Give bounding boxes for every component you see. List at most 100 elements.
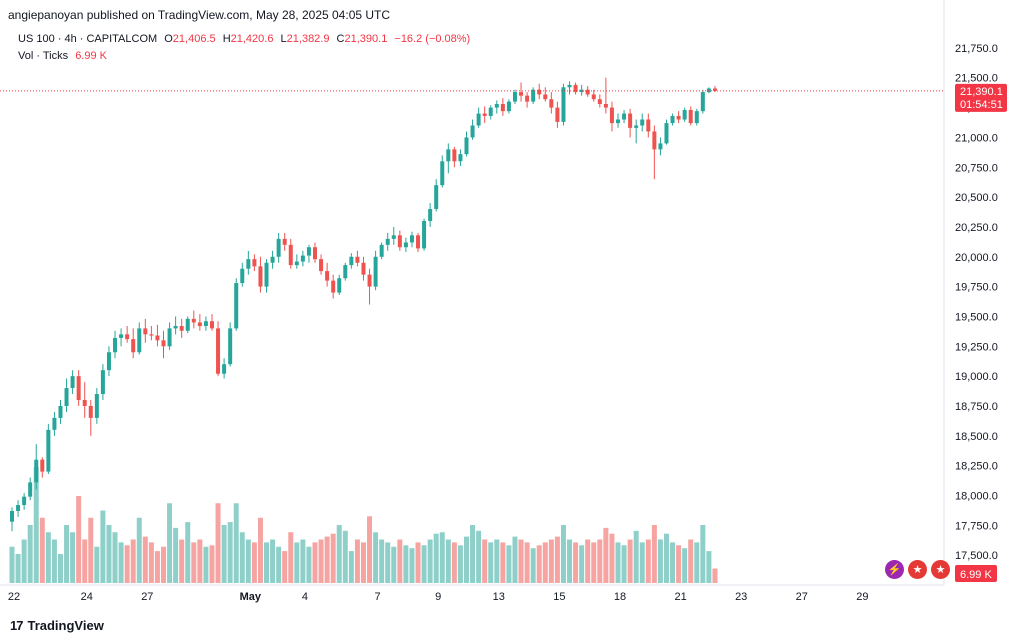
volume-bar [506,545,512,583]
volume-bar [464,536,469,583]
flash-icon[interactable]: ⚡ [885,560,904,579]
volume-bar [706,551,712,583]
candle-body [628,113,633,128]
y-tick-label: 19,750.0 [955,282,998,294]
x-tick-label: 21 [674,591,686,603]
volume-bar [645,539,651,583]
volume-bar [330,533,336,583]
volume-bar [385,542,391,583]
volume-bar [409,548,415,583]
tradingview-brand[interactable]: 17 TradingView [10,618,104,633]
volume-bar [227,522,233,583]
candle-body [500,104,505,112]
volume-bar [603,527,609,583]
volume-bar [530,548,536,583]
y-tick-label: 21,500.0 [955,73,998,85]
candle-body [331,280,336,293]
volume-bar [57,554,63,583]
candle-body [446,149,451,162]
volume-bar [124,545,130,583]
volume-bar [276,546,282,583]
y-tick-label: 21,750.0 [955,43,998,55]
volume-bar [118,542,124,583]
candle-body [585,89,590,95]
volume-bar [379,539,385,583]
volume-bar [342,530,348,583]
open-value: 21,406.5 [172,33,216,45]
candle-body [409,235,414,243]
volume-bar [518,539,524,583]
y-tick-label: 17,500.0 [955,550,998,562]
volume-bar [585,539,591,583]
price-badge: 21,390.1 01:54:51 [955,83,1007,112]
candle-body [149,334,154,336]
volume-bar [445,539,451,583]
volume-bar [682,548,688,583]
volume-bar [21,539,27,583]
volume-bar [494,539,500,583]
volume-bar [154,551,160,583]
candle-body [343,265,348,279]
candle-body [167,328,172,347]
x-tick-label: 22 [8,591,20,603]
low-label: L [280,33,287,45]
volume-bar [300,539,306,583]
volume-bar [554,536,560,583]
candle-body [391,235,396,239]
volume-bar [391,546,397,583]
candle-body [319,259,324,272]
us-flag-icon[interactable]: ★ [931,560,950,579]
candle-body [203,321,208,326]
volume-bar [688,539,694,583]
volume-bar [560,525,566,583]
volume-bar [148,542,154,583]
volume-bar [336,525,342,583]
candle-body [603,104,608,108]
candle-body [694,111,699,124]
candle-body [131,339,136,353]
candle-body [416,235,421,249]
volume-bar [633,530,639,583]
candle-body [458,154,463,162]
publisher-line: angiepanoyan published on TradingView.co… [8,8,391,22]
candle-body [155,335,160,341]
candle-body [700,92,705,112]
candle-body [179,326,184,331]
y-tick-label: 20,500.0 [955,192,998,204]
volume-bar [257,517,263,583]
volume-bar [203,546,209,583]
y-tick-label: 20,000.0 [955,252,998,264]
candle-body [16,505,21,511]
y-tick-label: 18,000.0 [955,490,998,502]
volume-bar [470,525,476,583]
volume-bar [427,539,433,583]
candle-body [222,364,227,374]
candle-body [228,328,233,365]
candle-body [288,244,293,266]
volume-bar [476,530,482,583]
candle-body [646,119,651,132]
volume-bar [712,568,718,583]
candle-body [682,109,687,120]
candle-body [434,185,439,210]
volume-bar [100,510,106,583]
volume-bar [197,539,203,583]
candle-body [573,84,578,93]
volume-bar [94,546,100,583]
y-tick-label: 20,250.0 [955,222,998,234]
us-flag-icon[interactable]: ★ [908,560,927,579]
candle-body [597,99,602,104]
candle-body [494,104,499,108]
y-tick-label: 19,250.0 [955,341,998,353]
candle-body [470,125,475,138]
volume-bar [215,503,221,583]
volume-bar [142,536,148,583]
candle-body [70,376,75,389]
candle-body [100,370,105,395]
candle-body [325,271,330,281]
candle-body [549,99,554,108]
volume-bar [9,546,15,583]
volume-bar [270,539,276,583]
volume-bar [88,517,94,583]
